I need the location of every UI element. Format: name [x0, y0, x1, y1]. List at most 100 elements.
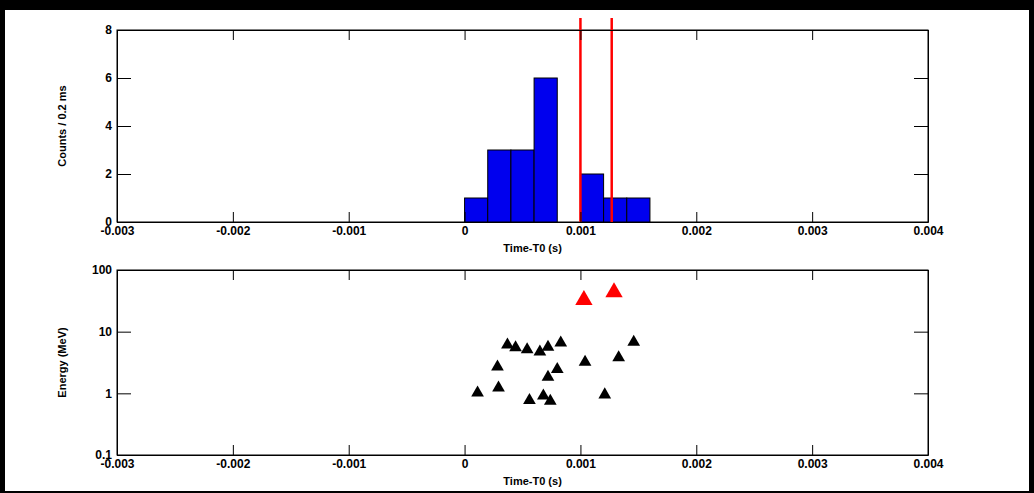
tick-mark: [914, 126, 928, 127]
tick: [465, 30, 466, 40]
scatter-point: [491, 359, 504, 370]
tick: 0.001: [566, 212, 596, 238]
tick-mark: [580, 445, 581, 455]
tick: 0.003: [798, 212, 828, 238]
tick-label: 0.004: [913, 224, 943, 238]
tick: [812, 270, 813, 280]
tick: -0.002: [216, 445, 250, 471]
tick-mark: [914, 270, 928, 271]
tick-mark: [117, 126, 131, 127]
scatter-point: [551, 362, 564, 373]
tick-mark: [914, 332, 928, 333]
tick-mark: [465, 30, 466, 40]
tick-mark: [117, 174, 131, 175]
scatter-point: [605, 282, 622, 297]
scatter-point: [579, 355, 592, 366]
tick: [914, 270, 928, 271]
tick-mark: [117, 455, 131, 456]
tick: [914, 78, 928, 79]
tick-mark: [117, 332, 131, 333]
tick-label: 2: [105, 167, 112, 181]
axis: -0.003-0.002-0.00100.0010.0020.0030.004: [100, 212, 943, 238]
axis: 0.1110100: [92, 263, 131, 462]
tick-mark: [812, 270, 813, 280]
tick: [580, 270, 581, 280]
tick-label: 1: [105, 387, 112, 401]
tick: [349, 30, 350, 40]
tick: 6: [105, 71, 131, 85]
tick: [349, 270, 350, 280]
tick: 2: [105, 167, 131, 181]
tick-label: 0: [462, 224, 469, 238]
tick: -0.001: [332, 445, 366, 471]
tick-mark: [696, 270, 697, 280]
histogram-bar: [580, 174, 603, 222]
background: [0, 0, 1034, 493]
tick: [914, 222, 928, 223]
panel: -0.003-0.002-0.00100.0010.0020.0030.0040…: [56, 263, 944, 487]
axis-line: [928, 271, 929, 456]
tick: [580, 30, 581, 40]
scatter-point: [575, 290, 592, 305]
tick-label: 6: [105, 71, 112, 85]
tick-mark: [117, 393, 131, 394]
tick: 0: [105, 215, 131, 229]
scatter-point: [542, 340, 555, 351]
canvas: [5, 10, 1029, 491]
tick-mark: [349, 270, 350, 280]
tick-mark: [233, 445, 234, 455]
tick-mark: [914, 222, 928, 223]
tick-mark: [696, 212, 697, 222]
panel: -0.003-0.002-0.00100.0010.0020.0030.0040…: [56, 18, 944, 254]
axis: [118, 30, 929, 40]
tick-label: 0: [462, 457, 469, 471]
histogram-bar: [534, 78, 557, 222]
axis-line: [118, 270, 929, 271]
tick: [465, 270, 466, 280]
axis-line: [928, 31, 929, 223]
tick-mark: [233, 30, 234, 40]
plot-frame: [117, 30, 928, 222]
tick: [696, 30, 697, 40]
axis: [118, 270, 929, 280]
scatter-point: [612, 350, 625, 361]
tick-mark: [233, 212, 234, 222]
tick-mark: [914, 30, 928, 31]
tick: [914, 174, 928, 175]
tick-label: 0: [105, 215, 112, 229]
tick: 0.1: [95, 448, 131, 462]
axis: 02468: [105, 23, 131, 229]
y-axis-title: Energy (MeV): [56, 327, 68, 398]
tick-mark: [117, 270, 131, 271]
tick-label: 4: [105, 119, 112, 133]
tick-label: 0.001: [566, 224, 596, 238]
tick-mark: [580, 212, 581, 222]
histogram-bar: [627, 198, 650, 222]
tick-label: -0.001: [332, 457, 366, 471]
scatter-point: [492, 380, 505, 391]
tick-mark: [117, 30, 131, 31]
scatter-point: [509, 340, 522, 351]
tick: -0.001: [332, 212, 366, 238]
tick-mark: [349, 445, 350, 455]
tick: 0: [462, 445, 469, 471]
scatter-point: [627, 335, 640, 346]
tick: [233, 270, 234, 280]
tick-mark: [465, 270, 466, 280]
tick-mark: [465, 445, 466, 455]
tick: 0.003: [798, 445, 828, 471]
tick-label: -0.002: [216, 457, 250, 471]
axis-line: [117, 271, 118, 456]
tick: [914, 393, 928, 394]
axis-line: [118, 30, 929, 31]
marker-line: [610, 18, 613, 222]
tick-mark: [914, 455, 928, 456]
tick-label: -0.001: [332, 224, 366, 238]
axis: -0.003-0.002-0.00100.0010.0020.0030.004: [100, 445, 943, 471]
scatter-point: [598, 387, 611, 398]
tick-mark: [349, 212, 350, 222]
tick-mark: [117, 222, 131, 223]
tick-mark: [117, 78, 131, 79]
tick-mark: [233, 270, 234, 280]
tick-label: 100: [92, 263, 112, 277]
